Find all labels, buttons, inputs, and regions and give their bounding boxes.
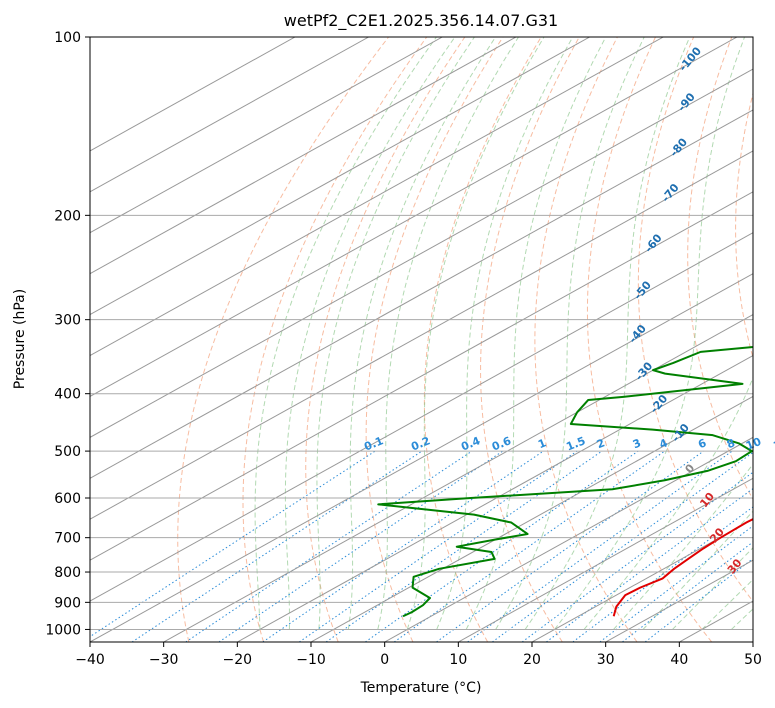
x-tick-label: −20 bbox=[223, 652, 253, 668]
mixing-ratio-line bbox=[521, 471, 753, 642]
moist-adiabat-line bbox=[284, 37, 456, 630]
y-tick-label: 300 bbox=[54, 313, 81, 329]
background-lines bbox=[90, 37, 753, 642]
isotherm-line bbox=[310, 395, 753, 642]
y-tick-label: 800 bbox=[54, 565, 81, 581]
moist-adiabat-line bbox=[583, 376, 753, 630]
isotherm-line bbox=[384, 436, 753, 642]
moist-adiabat-line bbox=[613, 463, 753, 630]
isotherm-line bbox=[90, 68, 753, 438]
dewpoint-profile-line bbox=[377, 346, 753, 618]
x-tick-label: 40 bbox=[670, 652, 688, 668]
y-tick-label: 500 bbox=[54, 444, 81, 460]
y-tick-label: 600 bbox=[54, 491, 81, 507]
mixing-ratio-label: 8 bbox=[725, 436, 737, 451]
plot-frame bbox=[89, 36, 754, 643]
isotherm-line bbox=[90, 109, 753, 479]
y-tick-label: 100 bbox=[54, 30, 81, 46]
chart-title: wetPf2_C2E1.2025.356.14.07.G31 bbox=[284, 11, 558, 31]
moist-adiabat-line bbox=[254, 37, 437, 630]
y-tick-label: 700 bbox=[54, 531, 81, 547]
isotherm-line bbox=[90, 37, 443, 234]
axis-ticks: −40 −30 −20 −10 0 10 20 30 40 50 100 200 300 400 500 60… bbox=[45, 30, 762, 668]
x-tick-label: −10 bbox=[296, 652, 326, 668]
isotherm-line bbox=[237, 354, 753, 642]
x-axis-label: Temperature (°C) bbox=[360, 680, 482, 696]
isotherm-line bbox=[90, 232, 753, 602]
moist-adiabat-line bbox=[701, 578, 753, 630]
profile-lines bbox=[377, 346, 753, 618]
moist-adiabat-line bbox=[377, 37, 519, 630]
dry-adiabat-line bbox=[534, 37, 638, 642]
mixing-ratio-line bbox=[467, 450, 733, 642]
x-tick-label: 20 bbox=[523, 652, 541, 668]
plot-background bbox=[90, 37, 753, 642]
moist-adiabat-line bbox=[436, 37, 574, 630]
isotherm-line bbox=[90, 37, 664, 357]
y-tick-label: 400 bbox=[54, 387, 81, 403]
isotherm-line bbox=[90, 37, 590, 316]
mixing-ratio-label: 13 bbox=[771, 435, 775, 453]
moist-adiabat-line bbox=[406, 37, 545, 630]
x-tick-label: 30 bbox=[597, 652, 615, 668]
temperature-profile-line bbox=[612, 518, 753, 617]
isotherm-line bbox=[752, 641, 753, 642]
moist-adiabat-line bbox=[524, 37, 691, 630]
x-tick-label: 50 bbox=[744, 652, 762, 668]
y-tick-label: 900 bbox=[54, 595, 81, 611]
isotherm-line bbox=[458, 477, 753, 642]
mixing-ratio-label: 2 bbox=[595, 436, 607, 451]
y-axis-label: Pressure (hPa) bbox=[12, 289, 28, 389]
dry-adiabat-line bbox=[637, 37, 753, 603]
dry-adiabat-line bbox=[687, 37, 753, 501]
mixing-ratio-label: 3 bbox=[631, 436, 643, 451]
mixing-ratio-line bbox=[599, 525, 753, 642]
isotherm-line bbox=[90, 37, 738, 398]
moist-adiabat-line bbox=[495, 37, 645, 630]
mixing-ratio-label: 1 bbox=[536, 436, 548, 451]
isotherm-line bbox=[90, 150, 753, 520]
x-tick-label: −30 bbox=[149, 652, 179, 668]
mixing-ratio-line bbox=[218, 450, 504, 642]
y-tick-label: 1000 bbox=[45, 622, 81, 638]
moist-adiabat-line bbox=[316, 37, 475, 630]
dry-adiabat-line bbox=[423, 37, 542, 642]
isotherm-line bbox=[90, 37, 296, 152]
dry-adiabat-line bbox=[735, 91, 753, 360]
x-tick-label: 10 bbox=[449, 652, 467, 668]
dry-adiabat-line bbox=[305, 37, 466, 642]
y-tick-label: 200 bbox=[54, 208, 81, 224]
moist-adiabat-line bbox=[554, 37, 746, 630]
dry-adiabat-line bbox=[365, 37, 504, 642]
x-tick-label: 0 bbox=[380, 652, 389, 668]
isotherm-line bbox=[163, 314, 753, 642]
dry-adiabat-line bbox=[177, 37, 390, 642]
isotherm-line bbox=[90, 37, 369, 193]
moist-adiabat-line bbox=[642, 510, 753, 630]
moist-adiabat-line bbox=[672, 547, 753, 630]
isotherm-line bbox=[90, 273, 753, 642]
isotherm-line bbox=[90, 37, 517, 275]
dry-adiabat-line bbox=[480, 37, 580, 642]
moist-adiabat-line bbox=[347, 37, 496, 630]
mixing-ratio-label: 10 bbox=[744, 435, 763, 453]
mixing-ratio-line bbox=[185, 450, 473, 642]
mixing-ratio-line bbox=[622, 541, 753, 642]
isotherm-line bbox=[90, 191, 753, 561]
mixing-ratio-line bbox=[325, 450, 603, 642]
mixing-ratio-line bbox=[436, 450, 704, 642]
x-tick-label: −40 bbox=[75, 652, 105, 668]
dry-adiabat-line bbox=[242, 37, 428, 642]
moist-adiabat-line bbox=[465, 37, 607, 630]
dry-adiabat-line bbox=[586, 37, 713, 642]
